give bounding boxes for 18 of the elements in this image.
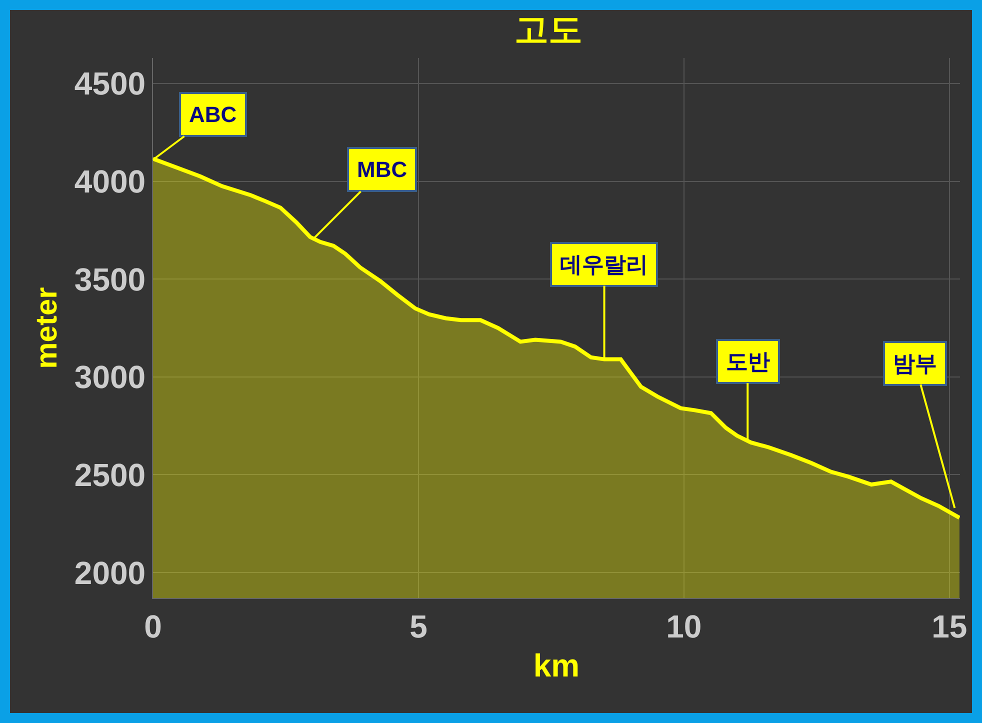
- x-tick-label: 10: [666, 608, 702, 644]
- y-tick-label: 3500: [74, 261, 146, 298]
- y-tick-label: 2000: [74, 554, 146, 591]
- x-tick-label: 15: [932, 608, 968, 644]
- y-tick-label: 4000: [74, 163, 146, 200]
- chart-title: 고도: [514, 10, 583, 49]
- y-tick-label: 4500: [74, 66, 146, 102]
- annotation: 밤부: [893, 351, 937, 376]
- annotation: MBC: [357, 157, 408, 182]
- x-axis-title: km: [533, 647, 580, 684]
- annotation: 데우랄리: [560, 252, 648, 277]
- annotation: ABC: [189, 102, 237, 127]
- y-tick-label: 3000: [74, 359, 146, 396]
- x-tick-label: 0: [144, 608, 162, 644]
- annotation: 도반: [726, 349, 770, 374]
- y-axis-title: meter: [30, 286, 64, 369]
- y-tick-label: 2500: [74, 456, 146, 493]
- x-tick-label: 5: [410, 608, 428, 644]
